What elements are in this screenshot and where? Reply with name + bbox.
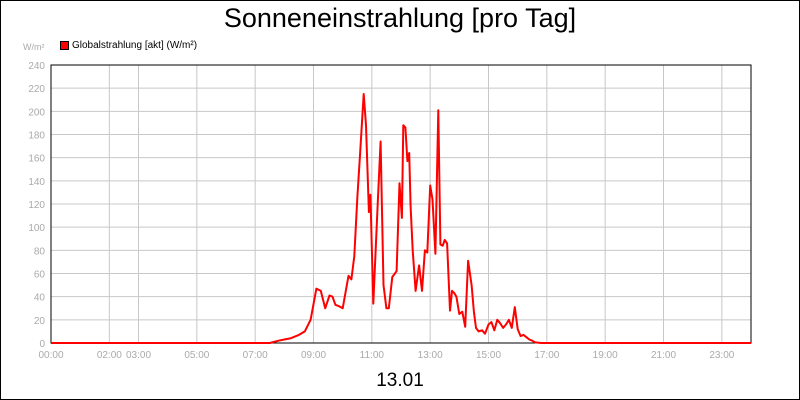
x-tick-label: 13:00: [418, 350, 443, 361]
x-tick-label: 23:00: [709, 350, 734, 361]
x-tick-label: 17:00: [534, 350, 559, 361]
x-tick-label: 11:00: [360, 350, 385, 361]
x-tick-label: 02:00: [97, 350, 122, 361]
x-tick-label: 09:00: [301, 350, 326, 361]
y-tick-label: 80: [34, 246, 46, 257]
y-tick-label: 180: [28, 131, 45, 142]
x-tick-label: 07:00: [243, 350, 268, 361]
y-tick-label: 200: [28, 107, 45, 118]
legend-label: Globalstrahlung [akt] (W/m²): [72, 40, 198, 51]
y-tick-label: 160: [28, 154, 45, 165]
legend: Globalstrahlung [akt] (W/m²): [60, 40, 197, 51]
y-tick-label: 40: [34, 293, 46, 304]
x-tick-label: 15:00: [476, 350, 501, 361]
x-tick-label: 21:00: [651, 350, 676, 361]
y-tick-label: 20: [34, 316, 46, 327]
series: [51, 93, 751, 344]
x-tick-label: 05:00: [184, 350, 209, 361]
y-tick-label: 120: [28, 200, 45, 211]
series-line-globalstrahlung: [51, 93, 751, 344]
y-tick-label: 140: [28, 177, 45, 188]
y-tick-label: 220: [28, 84, 45, 95]
axes: [50, 64, 752, 344]
x-tick-label: 00:00: [38, 350, 63, 361]
x-tick-label: 03:00: [126, 350, 151, 361]
y-tick-label: 100: [28, 223, 45, 234]
chart-title: Sonneneinstrahlung [pro Tag]: [223, 3, 577, 33]
y-axis-unit: W/m²: [23, 42, 45, 52]
y-ticks: 0 20 40 60 80 100 120 140 160 180 200 220 240: [28, 61, 45, 350]
y-tick-label: 0: [39, 339, 45, 350]
y-tick-label: 240: [28, 61, 45, 72]
x-ticks: 00:00 02:00 03:00 05:00 07:00 09:00 11:00 13:00…: [38, 350, 734, 361]
x-axis-date-label: 13.01: [376, 370, 424, 391]
x-tick-label: 19:00: [593, 350, 618, 361]
y-tick-label: 60: [34, 270, 46, 281]
legend-swatch: [60, 41, 69, 50]
plot-border: [50, 64, 752, 344]
